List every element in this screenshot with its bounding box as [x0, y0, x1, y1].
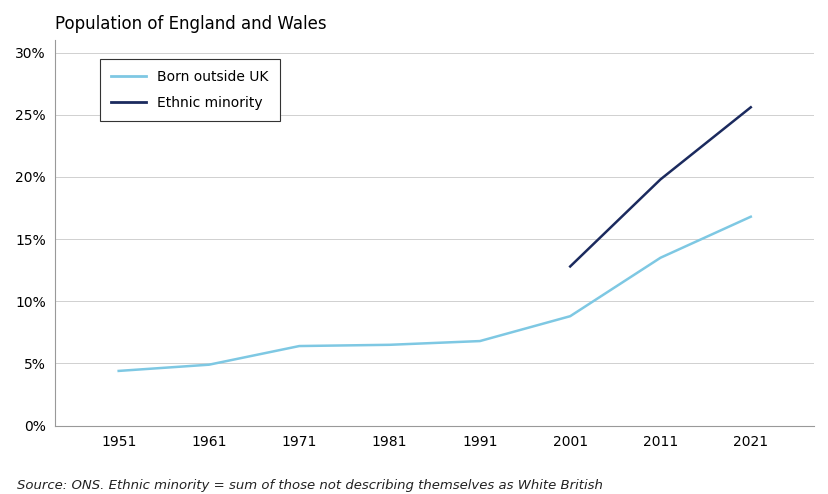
Ethnic minority: [745, 104, 755, 110]
Text: Source: ONS. Ethnic minority = sum of those not describing themselves as White B: Source: ONS. Ethnic minority = sum of th…: [17, 479, 602, 492]
Born outside UK: [204, 362, 214, 368]
Born outside UK: [565, 313, 575, 319]
Born outside UK: [655, 255, 665, 261]
Ethnic minority: [655, 176, 665, 182]
Born outside UK: [384, 342, 394, 348]
Line: Born outside UK: Born outside UK: [118, 217, 750, 371]
Ethnic minority: [565, 263, 575, 269]
Born outside UK: [474, 338, 484, 344]
Born outside UK: [745, 214, 755, 220]
Born outside UK: [294, 343, 304, 349]
Text: Population of England and Wales: Population of England and Wales: [55, 15, 327, 33]
Born outside UK: [113, 368, 123, 374]
Line: Ethnic minority: Ethnic minority: [570, 107, 750, 266]
Legend: Born outside UK, Ethnic minority: Born outside UK, Ethnic minority: [100, 59, 279, 122]
